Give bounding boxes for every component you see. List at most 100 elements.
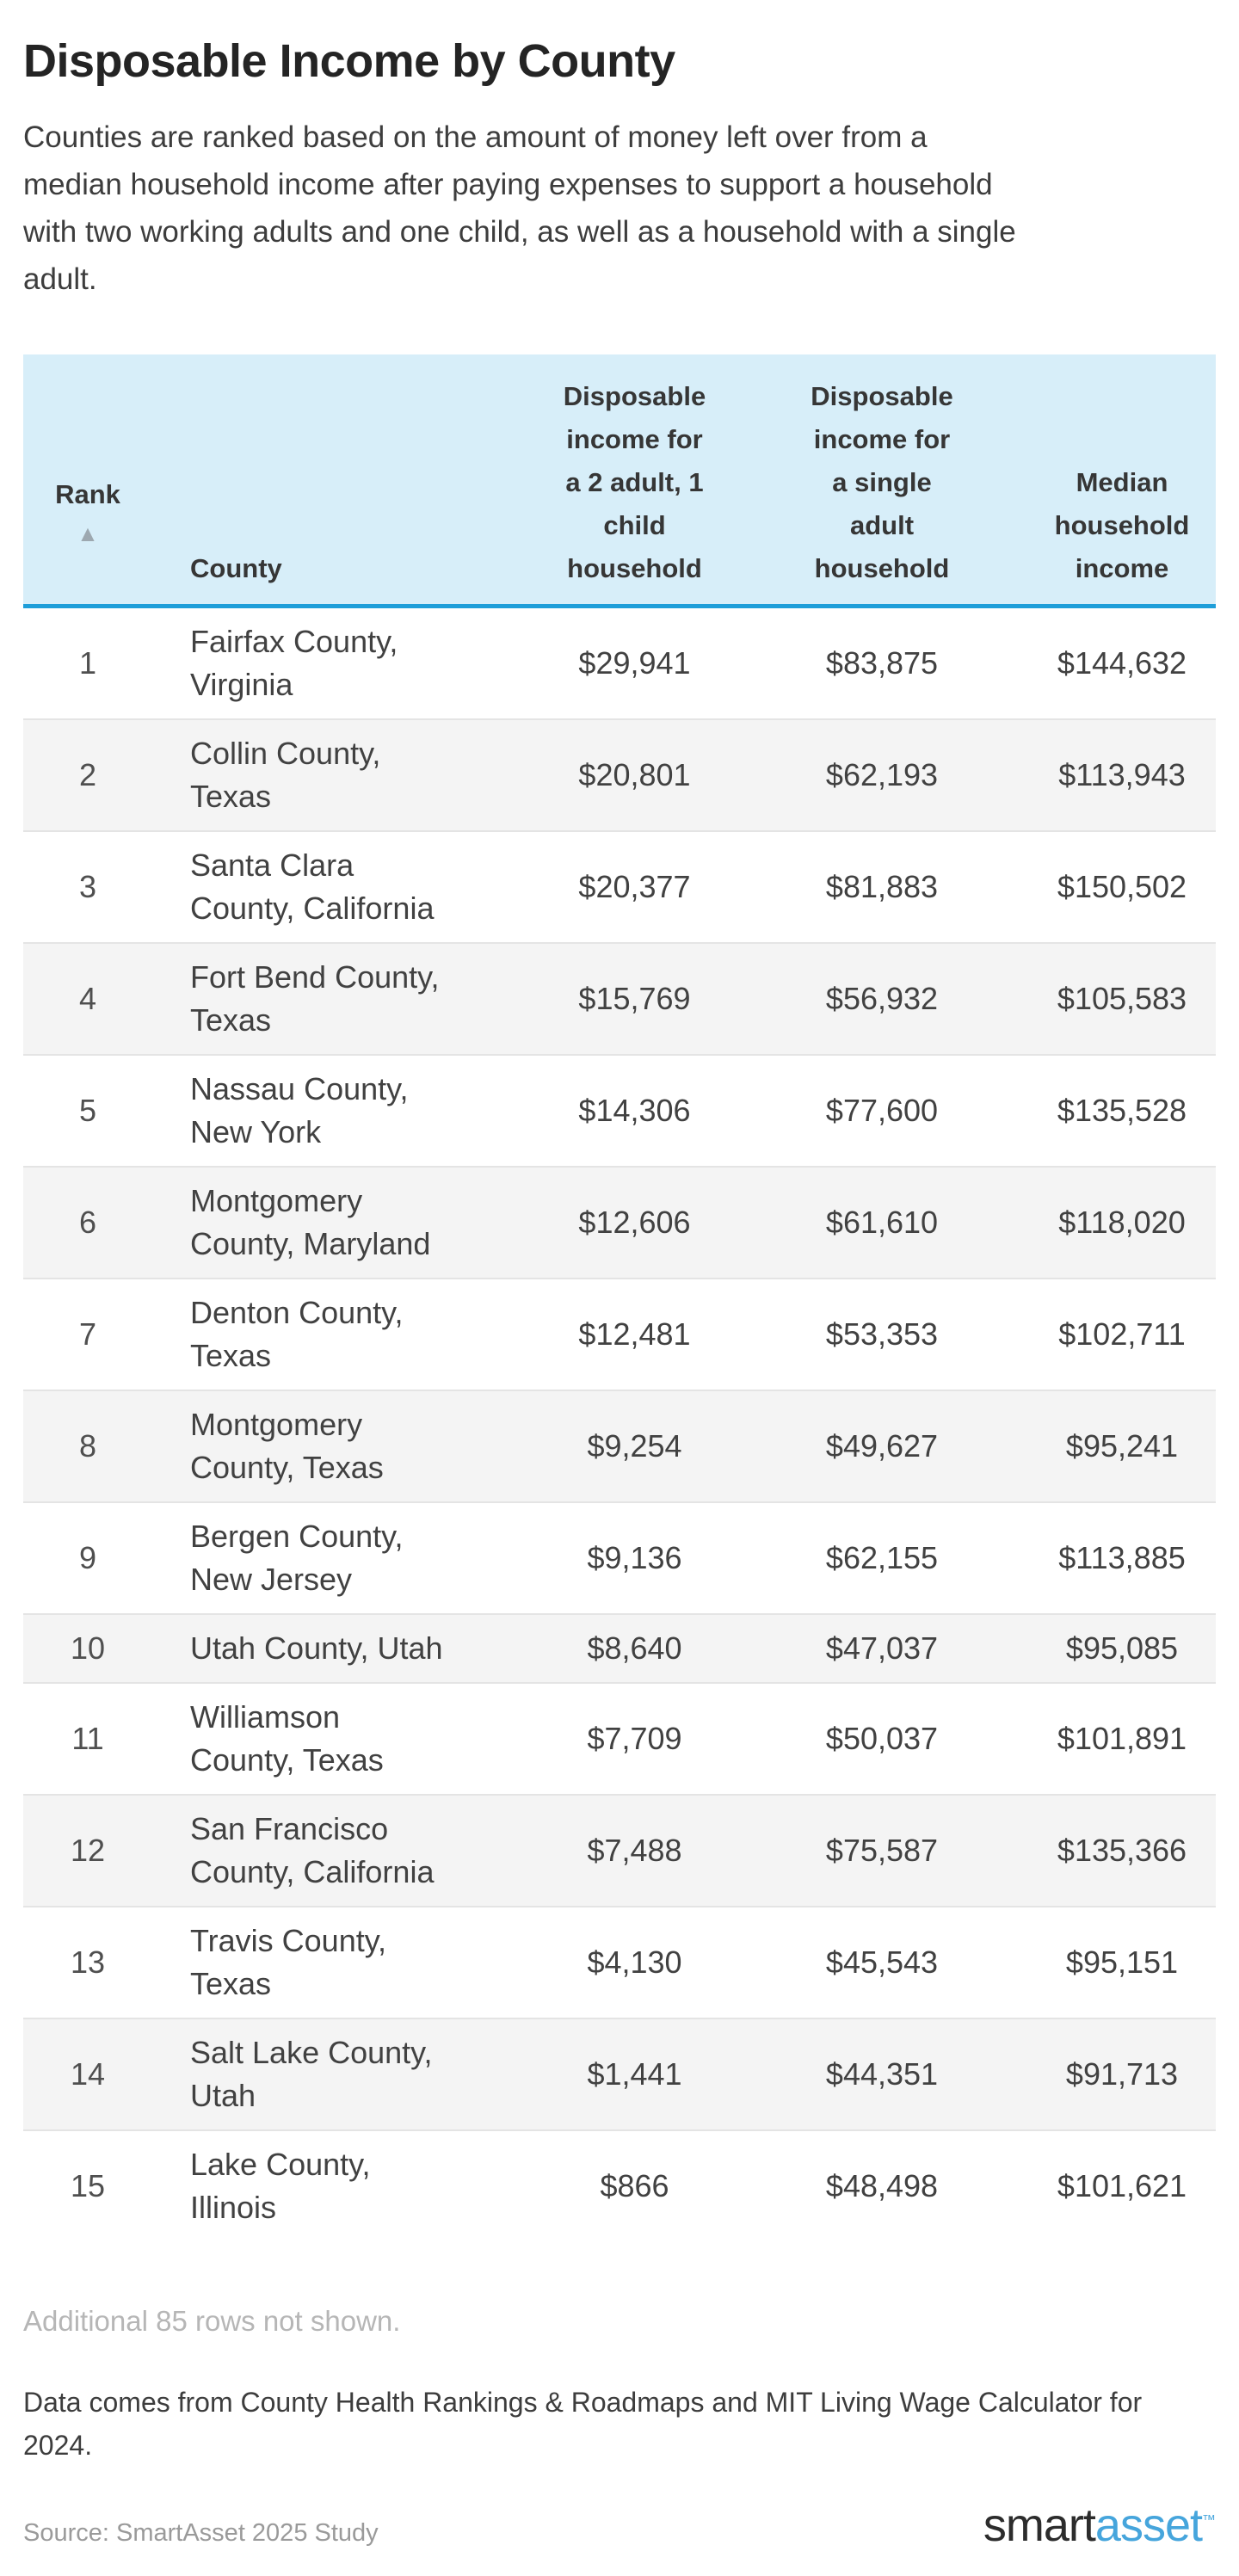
income-single-adult-cell: $49,627 (736, 1390, 1028, 1502)
income-single-adult-cell: $62,193 (736, 718, 1028, 831)
logo-trademark-icon: ™ (1202, 2513, 1216, 2528)
income-single-adult-cell: $77,600 (736, 1054, 1028, 1167)
income-2adult-1child-cell: $7,488 (533, 1794, 736, 1907)
source-label: Source: SmartAsset 2025 Study (23, 2519, 379, 2547)
median-income-cell: $113,885 (1028, 1501, 1216, 1614)
income-single-adult-cell: $56,932 (736, 942, 1028, 1055)
income-single-adult-cell: $53,353 (736, 1278, 1028, 1390)
median-income-cell: $113,943 (1028, 718, 1216, 831)
rank-cell: 2 (23, 718, 152, 831)
rank-cell: 4 (23, 942, 152, 1055)
median-income-cell: $135,528 (1028, 1054, 1216, 1167)
county-cell: San Francisco County, California (152, 1794, 533, 1907)
table-row: 14 Salt Lake County, Utah $1,441 $44,351… (23, 2018, 1216, 2130)
column-header-county[interactable]: County (152, 354, 533, 608)
county-cell: Utah County, Utah (152, 1613, 533, 1683)
county-cell: Lake County, Illinois (152, 2129, 533, 2241)
income-single-adult-cell: $48,498 (736, 2129, 1028, 2241)
income-single-adult-cell: $47,037 (736, 1613, 1028, 1683)
income-single-adult-cell: $44,351 (736, 2018, 1028, 2130)
table-row: 12 San Francisco County, California $7,4… (23, 1794, 1216, 1907)
rank-header-label: Rank (55, 479, 120, 509)
data-source-note: Data comes from County Health Rankings &… (23, 2387, 1143, 2461)
income-2adult-1child-cell: $9,136 (533, 1501, 736, 1614)
page-title: Disposable Income by County (23, 35, 675, 87)
table-row: 8 Montgomery County, Texas $9,254 $49,62… (23, 1390, 1216, 1502)
median-income-cell: $150,502 (1028, 830, 1216, 943)
disposable-income-table: Rank ▲ County Disposable income for a 2 … (23, 354, 1216, 2241)
rank-cell: 1 (78, 645, 97, 681)
county-cell: Fort Bend County, Texas (152, 942, 533, 1055)
table-row: 15 Lake County, Illinois $866 $48,498 $1… (23, 2129, 1216, 2241)
median-income-cell: $95,085 (1028, 1613, 1216, 1683)
column-header-income-2adult-1child[interactable]: Disposable income for a 2 adult, 1 child… (533, 354, 736, 608)
rank-cell: 8 (23, 1390, 152, 1502)
income-2adult-1child-cell: $12,606 (533, 1166, 736, 1279)
logo-smart-text: smart (983, 2499, 1096, 2551)
table-row: 6 Montgomery County, Maryland $12,606 $6… (23, 1166, 1216, 1279)
income-2adult-1child-cell: $29,941 (578, 645, 691, 681)
sort-ascending-icon[interactable]: ▲ (77, 521, 99, 546)
rank-cell: 5 (23, 1054, 152, 1167)
page-subtitle: Counties are ranked based on the amount … (23, 120, 1016, 296)
income-single-adult-cell: $61,610 (736, 1166, 1028, 1279)
table-row: 3 Santa Clara County, California $20,377… (23, 830, 1216, 943)
income-2adult-1child-cell: $15,769 (533, 942, 736, 1055)
median-income-cell: $144,632 (1057, 645, 1187, 681)
income-single-adult-cell: $62,155 (736, 1501, 1028, 1614)
median-income-cell: $135,366 (1028, 1794, 1216, 1907)
rank-cell: 13 (23, 1906, 152, 2018)
county-cell: Collin County, Texas (152, 718, 533, 831)
county-cell: Denton County, Texas (152, 1278, 533, 1390)
table-row: 13 Travis County, Texas $4,130 $45,543 $… (23, 1906, 1216, 2018)
rank-cell: 11 (23, 1682, 152, 1795)
county-cell: Montgomery County, Texas (152, 1390, 533, 1502)
table-row: 2 Collin County, Texas $20,801 $62,193 $… (23, 718, 1216, 831)
rank-cell: 6 (23, 1166, 152, 1279)
table-row: 9 Bergen County, New Jersey $9,136 $62,1… (23, 1501, 1216, 1614)
table-row: 10 Utah County, Utah $8,640 $47,037 $95,… (23, 1613, 1216, 1683)
rank-cell: 12 (23, 1794, 152, 1907)
median-income-cell: $101,621 (1028, 2129, 1216, 2241)
county-cell: Williamson County, Texas (152, 1682, 533, 1795)
income-single-adult-cell: $75,587 (736, 1794, 1028, 1907)
table-row: 11 Williamson County, Texas $7,709 $50,0… (23, 1682, 1216, 1795)
column-header-income-single-adult[interactable]: Disposable income for a single adult hou… (736, 354, 1028, 608)
column-header-rank[interactable]: Rank ▲ (23, 354, 152, 608)
table-row: 5 Nassau County, New York $14,306 $77,60… (23, 1054, 1216, 1167)
income-single-adult-cell: $50,037 (736, 1682, 1028, 1795)
median-income-cell: $101,891 (1028, 1682, 1216, 1795)
county-cell: Salt Lake County, Utah (152, 2018, 533, 2130)
income-2adult-1child-cell: $20,377 (533, 830, 736, 943)
source-row: Source: SmartAsset 2025 Study smartasset… (23, 2496, 1216, 2550)
table-header-row: Rank ▲ County Disposable income for a 2 … (23, 354, 1216, 608)
rank-cell: 7 (23, 1278, 152, 1390)
rank-cell: 10 (23, 1613, 152, 1683)
income-2adult-1child-cell: $4,130 (533, 1906, 736, 2018)
county-cell: Travis County, Texas (152, 1906, 533, 2018)
income-single-adult-cell: $83,875 (825, 645, 939, 681)
income-2adult-1child-cell: $1,441 (533, 2018, 736, 2130)
income-2adult-1child-cell: $8,640 (533, 1613, 736, 1683)
rank-cell: 9 (23, 1501, 152, 1614)
median-income-cell: $91,713 (1028, 2018, 1216, 2130)
income-2adult-1child-cell: $866 (533, 2129, 736, 2241)
table-row: 4 Fort Bend County, Texas $15,769 $56,93… (23, 942, 1216, 1055)
income-2adult-1child-cell: $9,254 (533, 1390, 736, 1502)
income-2adult-1child-cell: $20,801 (533, 718, 736, 831)
county-cell: Bergen County, New Jersey (152, 1501, 533, 1614)
income-2adult-1child-cell: $12,481 (533, 1278, 736, 1390)
median-income-cell: $118,020 (1028, 1166, 1216, 1279)
smartasset-logo: smartasset™ (983, 2496, 1216, 2550)
column-header-median-income[interactable]: Median household income (1028, 354, 1216, 608)
median-income-cell: $95,241 (1028, 1390, 1216, 1502)
rank-cell: 15 (23, 2129, 152, 2241)
median-income-cell: $102,711 (1028, 1278, 1216, 1390)
income-2adult-1child-cell: $7,709 (533, 1682, 736, 1795)
rank-cell: 3 (23, 830, 152, 943)
income-2adult-1child-cell: $14,306 (533, 1054, 736, 1167)
median-income-cell: $95,151 (1028, 1906, 1216, 2018)
county-cell: Fairfax County, Virginia (190, 624, 398, 702)
county-cell: Nassau County, New York (152, 1054, 533, 1167)
